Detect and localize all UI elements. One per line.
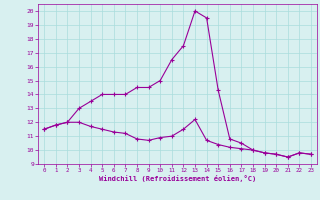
X-axis label: Windchill (Refroidissement éolien,°C): Windchill (Refroidissement éolien,°C) (99, 175, 256, 182)
